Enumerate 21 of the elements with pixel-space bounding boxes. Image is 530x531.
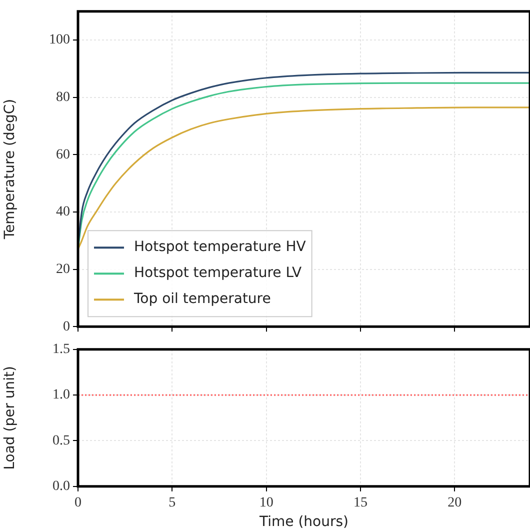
- x-tick-label: 5: [168, 495, 176, 510]
- y-tick-label: 40: [56, 204, 70, 220]
- y-tick-label: 1.5: [52, 342, 70, 358]
- y-tick-label: 1.0: [52, 388, 70, 403]
- y-tick-label: 100: [49, 32, 70, 48]
- y-tick-label: 0.0: [52, 479, 70, 494]
- y-tick-label: 0: [63, 319, 70, 334]
- legend-label: Top oil temperature: [133, 291, 271, 308]
- legend-label: Hotspot temperature HV: [134, 239, 306, 256]
- x-tick-label: 15: [354, 495, 368, 510]
- y-tick-label: 80: [56, 90, 70, 106]
- x-axis-title: Time (hours): [258, 514, 348, 530]
- x-tick-label: 0: [74, 495, 82, 510]
- y-axis-title: Load (per unit): [2, 366, 18, 470]
- x-tick-label: 20: [448, 495, 462, 510]
- x-tick-label: 10: [259, 495, 274, 510]
- y-tick-label: 20: [56, 262, 70, 277]
- y-tick-label: 60: [56, 147, 70, 162]
- y-tick-label: 0.5: [52, 433, 70, 448]
- y-axis-title: Temperature (degC): [2, 98, 18, 240]
- legend-label: Hotspot temperature LV: [134, 265, 302, 282]
